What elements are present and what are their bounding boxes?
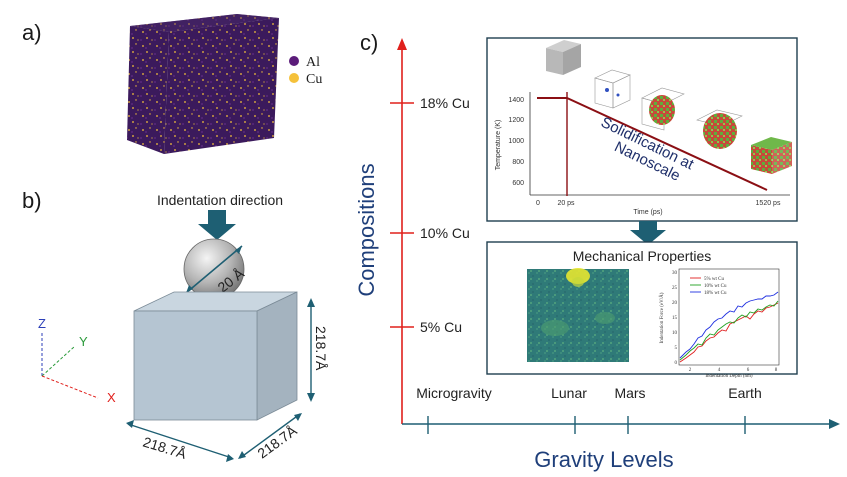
mech-legend-10: 10% wt Cu: [704, 284, 727, 289]
solid-ytick-1400: 1400: [508, 97, 524, 104]
gravity-mars: Mars: [614, 385, 645, 401]
panel-label-c: c): [360, 30, 378, 55]
gravity-ticks: Microgravity Lunar Mars Earth: [416, 385, 762, 434]
gravity-earth: Earth: [728, 385, 761, 401]
solid-xtick-0: 0: [536, 200, 540, 207]
indenter-sphere: 20 Å: [183, 238, 248, 300]
mech-ytick-5: 5: [675, 346, 678, 351]
axis-y-label: Y: [79, 334, 88, 349]
legend-label-cu: Cu: [306, 72, 322, 87]
solid-ytick-800: 800: [512, 159, 524, 166]
dimension-front: 218.7Å: [126, 420, 234, 462]
solid-ylabel: Temperature (K): [495, 120, 502, 171]
gravity-axis-title: Gravity Levels: [534, 447, 673, 472]
curve-10-cu: [679, 300, 779, 361]
mech-ytick-25: 25: [672, 286, 678, 291]
mech-ytick-0: 0: [675, 361, 678, 366]
solid-xlabel: Time (ps): [633, 209, 662, 216]
composition-10: 10% Cu: [420, 225, 470, 241]
solid-ytick-1000: 1000: [508, 138, 524, 145]
curve-5-cu: [679, 302, 779, 363]
dimension-front-label: 218.7Å: [141, 434, 189, 462]
mech-xlabel: Indentation Depth (nm): [705, 374, 753, 379]
mechanical-panel: Mechanical Properties Indentation Force …: [486, 241, 798, 379]
snapshot-growth-2: [696, 109, 743, 149]
mech-ylabel: Indentation Force (eV/Å): [659, 292, 665, 343]
atom-cube: [127, 14, 279, 154]
curve-18-cu: [679, 291, 779, 359]
compositions-axis-title: Compositions: [354, 163, 379, 296]
substrate-box: [133, 291, 298, 421]
mech-xtick-2: 2: [689, 368, 692, 373]
snapshot-solid: [751, 137, 792, 174]
indentation-direction-label: Indentation direction: [157, 192, 283, 208]
mech-xtick-6: 6: [747, 368, 750, 373]
snapshot-liquid: [546, 40, 581, 75]
mech-legend-18: 18% wt Cu: [704, 291, 727, 296]
coordinate-axes: Z Y X: [38, 316, 116, 405]
gravity-microgravity: Microgravity: [416, 385, 491, 401]
mech-xtick-8: 8: [775, 368, 778, 373]
element-legend: Al Cu: [289, 55, 322, 87]
mech-ytick-30: 30: [672, 271, 678, 276]
snapshot-nucleation: [594, 69, 631, 109]
indentation-arrow-icon: [198, 210, 236, 240]
solid-ytick-600: 600: [512, 180, 524, 187]
indentation-snapshot: [527, 268, 629, 362]
mechanical-title: Mechanical Properties: [573, 248, 712, 264]
axis-x-label: X: [107, 390, 116, 405]
mech-ytick-15: 15: [672, 316, 678, 321]
flow-arrow-icon: [630, 221, 666, 245]
mech-legend: 5% wt Cu 10% wt Cu 18% wt Cu: [690, 277, 727, 296]
mech-ytick-10: 10: [672, 331, 678, 336]
solid-xtick-1520: 1520 ps: [756, 200, 781, 207]
solidification-panel: Temperature (K) 1400 1200 1000 800 600 0…: [486, 37, 798, 222]
composition-18: 18% Cu: [420, 95, 470, 111]
dimension-right: 218.7Å: [307, 298, 329, 402]
legend-swatch-al: [289, 56, 299, 66]
mech-xtick-4: 4: [718, 368, 721, 373]
mech-legend-5: 5% wt Cu: [704, 277, 725, 282]
legend-swatch-cu: [289, 73, 299, 83]
solid-xtick-20: 20 ps: [557, 200, 575, 207]
gravity-lunar: Lunar: [551, 385, 587, 401]
axis-z-label: Z: [38, 316, 46, 331]
mech-ytick-20: 20: [672, 301, 678, 306]
panel-label-a: a): [22, 20, 42, 45]
dimension-right-label: 218.7Å: [313, 326, 329, 371]
composition-ticks: 18% Cu 10% Cu 5% Cu: [390, 95, 470, 335]
legend-label-al: Al: [306, 55, 320, 70]
panel-label-b: b): [22, 188, 42, 213]
snapshot-growth-1: [641, 87, 685, 131]
composition-5: 5% Cu: [420, 319, 462, 335]
solid-ytick-1200: 1200: [508, 117, 524, 124]
